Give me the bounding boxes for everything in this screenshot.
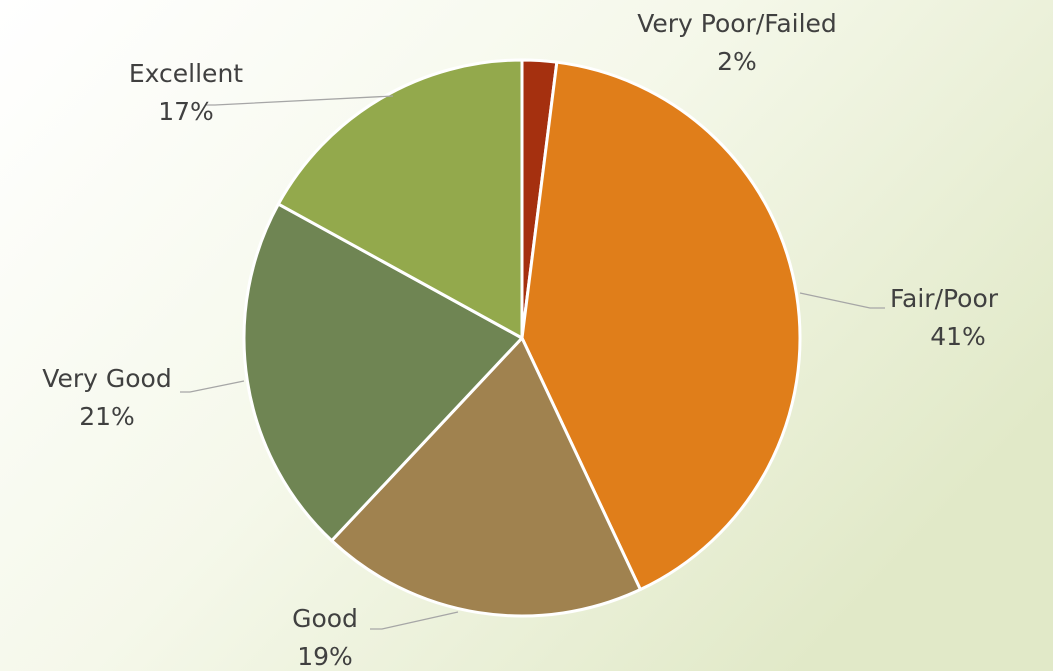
value-label: 17% [158,97,214,126]
category-label: Very Poor/Failed [637,9,837,38]
value-label: 2% [717,47,757,76]
leader-line [180,380,245,393]
value-label: 41% [930,322,986,351]
category-label: Good [292,604,358,633]
pie-slice [276,58,524,340]
pie-slice [520,60,802,592]
pie-slice [242,202,524,543]
leader-line [799,292,885,309]
pie-slice [330,336,642,618]
value-label: 21% [79,402,135,431]
category-label: Very Good [42,364,171,393]
category-label: Fair/Poor [890,284,999,313]
leader-line [205,95,394,106]
value-label: 19% [297,642,353,671]
category-label: Excellent [129,59,243,88]
leader-line [370,611,459,630]
